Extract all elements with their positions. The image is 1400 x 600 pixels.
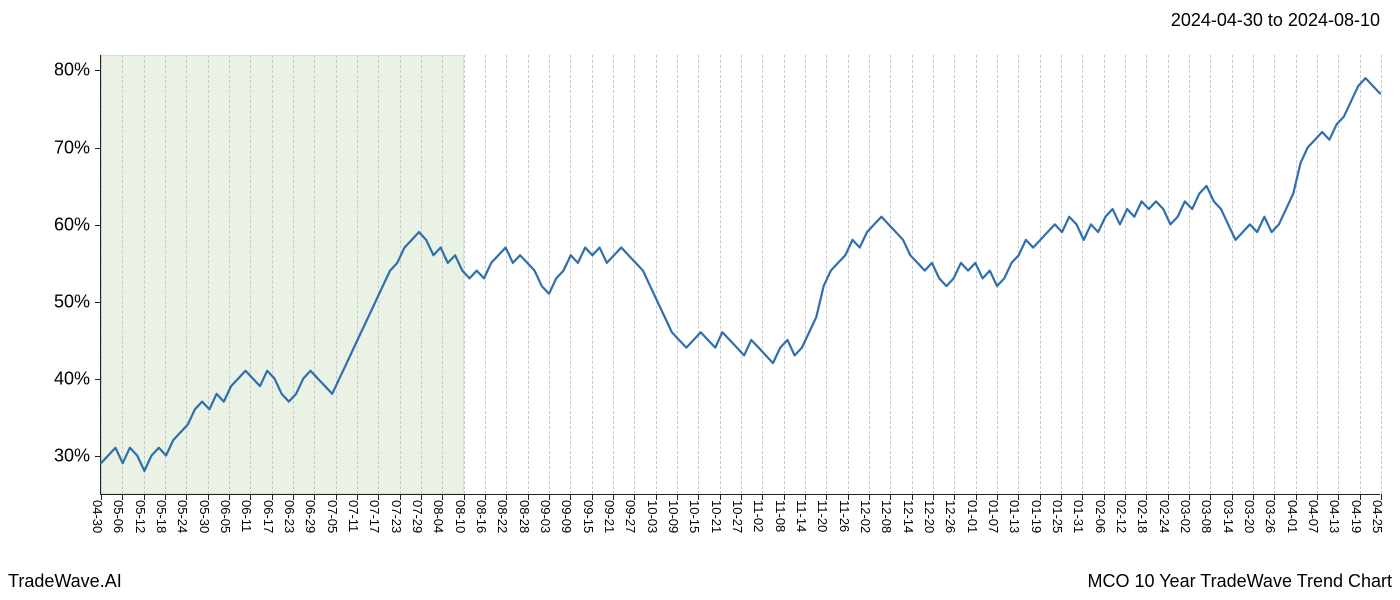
x-tick-label: 09-03 — [538, 500, 553, 533]
x-tick-label: 03-14 — [1221, 500, 1236, 533]
x-tick-label: 07-17 — [367, 500, 382, 533]
x-tick-label: 07-23 — [389, 500, 404, 533]
y-tick-label: 70% — [30, 137, 90, 158]
x-tick-label: 01-01 — [965, 500, 980, 533]
x-tick-label: 03-08 — [1199, 500, 1214, 533]
x-tick-label: 02-24 — [1157, 500, 1172, 533]
x-tick-label: 02-18 — [1135, 500, 1150, 533]
x-tick-label: 01-13 — [1007, 500, 1022, 533]
x-tick-label: 11-26 — [837, 500, 852, 532]
x-tick-label: 11-02 — [751, 500, 766, 532]
brand-label: TradeWave.AI — [8, 571, 122, 592]
x-tick-label: 04-13 — [1327, 500, 1342, 533]
x-tick-label: 07-11 — [346, 500, 361, 532]
x-tick-label: 03-02 — [1178, 500, 1193, 533]
x-tick-label: 08-10 — [453, 500, 468, 533]
x-tick-label: 12-26 — [943, 500, 958, 533]
y-tick-label: 40% — [30, 369, 90, 390]
x-tick-label: 04-30 — [90, 500, 105, 533]
y-tick-label: 30% — [30, 446, 90, 467]
x-tick-label: 01-25 — [1050, 500, 1065, 533]
x-tick-label: 11-14 — [794, 500, 809, 532]
x-tick-label: 10-03 — [645, 500, 660, 533]
gridline-v — [1381, 55, 1382, 494]
y-tick-label: 60% — [30, 214, 90, 235]
x-tick-label: 07-29 — [410, 500, 425, 533]
y-tick-label: 50% — [30, 292, 90, 313]
chart-title: MCO 10 Year TradeWave Trend Chart — [1088, 571, 1392, 592]
x-tick-label: 08-04 — [431, 500, 446, 533]
x-tick-label: 10-27 — [730, 500, 745, 533]
x-tick-label: 03-20 — [1242, 500, 1257, 533]
x-tick-label: 03-26 — [1263, 500, 1278, 533]
x-tick-label: 04-01 — [1285, 500, 1300, 533]
x-tick-label: 04-19 — [1349, 500, 1364, 533]
x-tick-label: 05-06 — [111, 500, 126, 533]
x-tick-label: 01-31 — [1071, 500, 1086, 533]
x-tick-label: 08-28 — [517, 500, 532, 533]
x-tick-label: 09-09 — [559, 500, 574, 533]
x-tick-label: 12-02 — [858, 500, 873, 533]
x-tick-label: 10-15 — [687, 500, 702, 533]
x-tick-label: 05-24 — [175, 500, 190, 533]
x-tick-label: 11-20 — [815, 500, 830, 532]
x-tick-label: 10-09 — [666, 500, 681, 533]
x-tick-label: 06-17 — [261, 500, 276, 533]
x-tick-label: 06-05 — [218, 500, 233, 533]
x-tick-label: 08-22 — [495, 500, 510, 533]
x-tick-label: 04-25 — [1370, 500, 1385, 533]
x-tick-label: 02-12 — [1114, 500, 1129, 533]
x-tick-label: 06-29 — [303, 500, 318, 533]
x-tick-label: 07-05 — [325, 500, 340, 533]
x-tick-label: 05-12 — [133, 500, 148, 533]
date-range: 2024-04-30 to 2024-08-10 — [1171, 10, 1380, 31]
x-tick-label: 09-27 — [623, 500, 638, 533]
x-tick-label: 10-21 — [709, 500, 724, 533]
x-tick-label: 02-06 — [1093, 500, 1108, 533]
x-tick-label: 01-19 — [1029, 500, 1044, 533]
x-tick-label: 12-20 — [922, 500, 937, 533]
x-tick-label: 01-07 — [986, 500, 1001, 533]
x-tick-label: 06-11 — [239, 500, 254, 532]
x-tick-label: 12-14 — [901, 500, 916, 533]
x-tick-label: 09-15 — [581, 500, 596, 533]
x-tick-label: 04-07 — [1306, 500, 1321, 533]
x-tick-label: 06-23 — [282, 500, 297, 533]
y-tick-label: 80% — [30, 60, 90, 81]
x-tick-label: 05-18 — [154, 500, 169, 533]
x-tick-label: 05-30 — [197, 500, 212, 533]
x-tick-label: 09-21 — [602, 500, 617, 533]
x-tick-label: 08-16 — [474, 500, 489, 533]
x-tick-label: 12-08 — [879, 500, 894, 533]
trend-chart: 04-3005-0605-1205-1805-2405-3006-0506-11… — [100, 55, 1380, 495]
trend-line — [101, 55, 1380, 494]
x-tick-label: 11-08 — [773, 500, 788, 532]
